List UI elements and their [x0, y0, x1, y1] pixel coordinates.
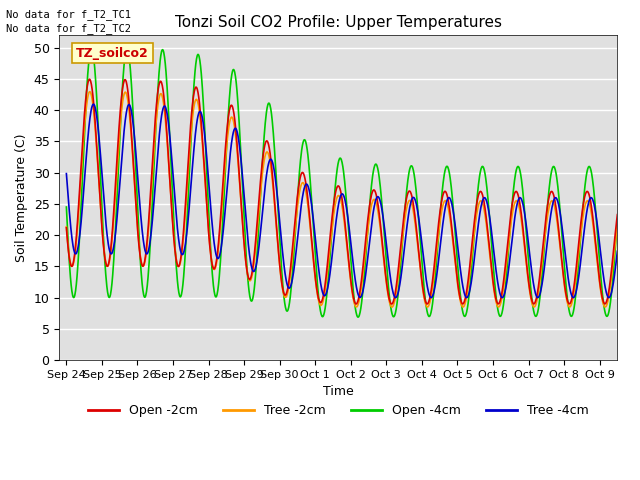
Line: Open -4cm: Open -4cm — [67, 48, 618, 317]
Open -2cm — [614, 212, 621, 217]
Open -4cm — [63, 204, 70, 210]
Tree -4cm — [614, 248, 621, 254]
Open -2cm — [318, 298, 326, 304]
Tree -4cm — [392, 295, 399, 300]
Tree -2cm — [376, 226, 384, 231]
Line: Tree -4cm: Tree -4cm — [67, 104, 618, 298]
Tree -4cm — [106, 247, 113, 253]
Tree -2cm — [128, 141, 136, 146]
Tree -4cm — [128, 111, 136, 117]
Open -4cm — [297, 157, 305, 163]
Line: Tree -2cm: Tree -2cm — [67, 92, 618, 307]
Tree -4cm — [90, 101, 97, 107]
Title: Tonzi Soil CO2 Profile: Upper Temperatures: Tonzi Soil CO2 Profile: Upper Temperatur… — [175, 15, 502, 30]
Tree -2cm — [86, 89, 93, 95]
Text: No data for f_T2_TC1: No data for f_T2_TC1 — [6, 9, 131, 20]
Open -4cm — [377, 188, 385, 193]
Tree -4cm — [318, 287, 326, 293]
Text: No data for f_T2_TC2: No data for f_T2_TC2 — [6, 23, 131, 34]
Open -4cm — [88, 45, 95, 51]
Open -4cm — [128, 88, 136, 94]
Open -2cm — [308, 240, 316, 245]
X-axis label: Time: Time — [323, 385, 354, 398]
Tree -4cm — [308, 204, 316, 210]
Open -2cm — [106, 257, 113, 263]
Open -4cm — [308, 202, 316, 208]
Legend: Open -2cm, Tree -2cm, Open -4cm, Tree -4cm: Open -2cm, Tree -2cm, Open -4cm, Tree -4… — [83, 399, 594, 422]
Tree -4cm — [297, 208, 305, 214]
Tree -4cm — [376, 199, 384, 204]
Tree -2cm — [308, 243, 316, 249]
Tree -4cm — [63, 171, 70, 177]
Open -2cm — [63, 225, 70, 230]
Open -2cm — [297, 173, 305, 179]
Tree -2cm — [614, 222, 621, 228]
Tree -2cm — [388, 304, 396, 310]
Open -4cm — [614, 218, 621, 224]
Tree -2cm — [63, 224, 70, 229]
Open -2cm — [128, 136, 136, 142]
Text: TZ_soilco2: TZ_soilco2 — [76, 47, 148, 60]
Tree -2cm — [297, 184, 305, 190]
Open -4cm — [355, 314, 362, 320]
Open -2cm — [388, 301, 396, 307]
Line: Open -2cm: Open -2cm — [67, 79, 618, 304]
Open -4cm — [318, 313, 326, 319]
Open -4cm — [106, 295, 113, 300]
Open -2cm — [376, 220, 384, 226]
Tree -2cm — [106, 259, 113, 264]
Open -2cm — [86, 76, 93, 82]
Tree -2cm — [318, 301, 326, 307]
Y-axis label: Soil Temperature (C): Soil Temperature (C) — [15, 133, 28, 262]
